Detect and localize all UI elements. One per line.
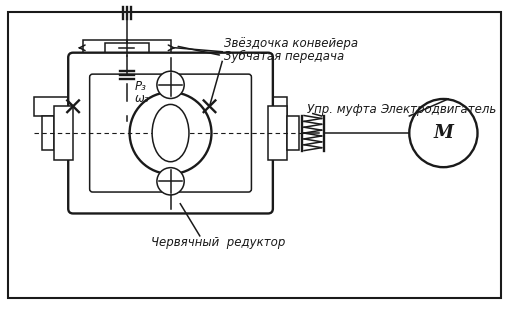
Bar [268,106,288,160]
Bar [34,96,288,116]
Circle shape [129,92,211,174]
Text: Звёздочка конвейера: Звёздочка конвейера [224,37,358,50]
Circle shape [409,99,478,167]
Text: Зубчатая передача: Зубчатая передача [224,50,345,64]
Bar [288,116,299,150]
FancyBboxPatch shape [68,53,273,214]
Text: Электродвигатель: Электродвигатель [380,103,496,116]
Circle shape [157,168,184,195]
Text: ω₃: ω₃ [135,92,149,105]
Text: Упр. муфта: Упр. муфта [307,103,377,116]
Text: М: М [433,124,453,142]
Bar [42,116,54,150]
Circle shape [157,119,184,147]
Text: P₃: P₃ [135,80,146,93]
Circle shape [157,71,184,99]
Text: Червячный  редуктор: Червячный редуктор [151,236,286,249]
Ellipse shape [152,104,189,162]
Bar [54,106,73,160]
Bar [83,40,171,55]
FancyBboxPatch shape [90,74,252,192]
Bar [105,43,149,53]
